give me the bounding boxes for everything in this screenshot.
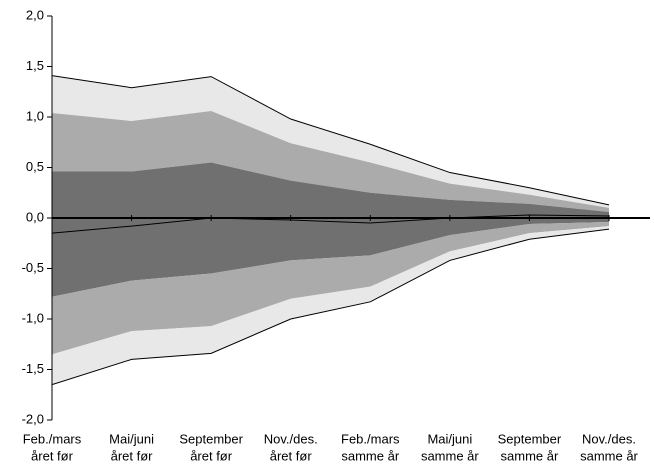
y-tick-label: 1,5: [26, 58, 44, 73]
x-tick-label: året før: [190, 448, 233, 463]
x-tick-label: året før: [270, 448, 313, 463]
x-tick-label: Feb./mars: [23, 431, 82, 446]
band-fill: [52, 110, 609, 212]
band-fill: [52, 226, 609, 385]
x-tick-label: året før: [31, 448, 74, 463]
y-tick-label: -1,5: [22, 361, 44, 376]
y-tick-label: 0,5: [26, 159, 44, 174]
y-tick-label: -0,5: [22, 260, 44, 275]
band-fill: [52, 214, 609, 297]
x-tick-label: Mai/juni: [109, 431, 154, 446]
x-tick-label: Nov./des.: [264, 431, 318, 446]
x-tick-label: Mai/juni: [427, 431, 472, 446]
x-tick-label: September: [179, 431, 243, 446]
band-fill: [52, 222, 609, 355]
y-tick-label: 0,0: [26, 209, 44, 224]
y-tick-label: -2,0: [22, 411, 44, 426]
y-tick-label: 2,0: [26, 7, 44, 22]
band-fill: [52, 75, 609, 208]
fan-line: [51, 228, 610, 386]
x-tick-label: samme år: [341, 448, 399, 463]
x-tick-label: Nov./des.: [582, 431, 636, 446]
band-fill: [52, 162, 609, 234]
y-tick-label: -1,0: [22, 310, 44, 325]
x-tick-label: samme år: [421, 448, 479, 463]
y-tick-label: 1,0: [26, 108, 44, 123]
x-tick-label: året før: [111, 448, 154, 463]
x-tick-label: samme år: [501, 448, 559, 463]
x-tick-label: samme år: [580, 448, 638, 463]
fan-line: [51, 214, 610, 234]
fan-line: [51, 75, 610, 206]
x-tick-label: Feb./mars: [341, 431, 400, 446]
x-tick-label: September: [498, 431, 562, 446]
